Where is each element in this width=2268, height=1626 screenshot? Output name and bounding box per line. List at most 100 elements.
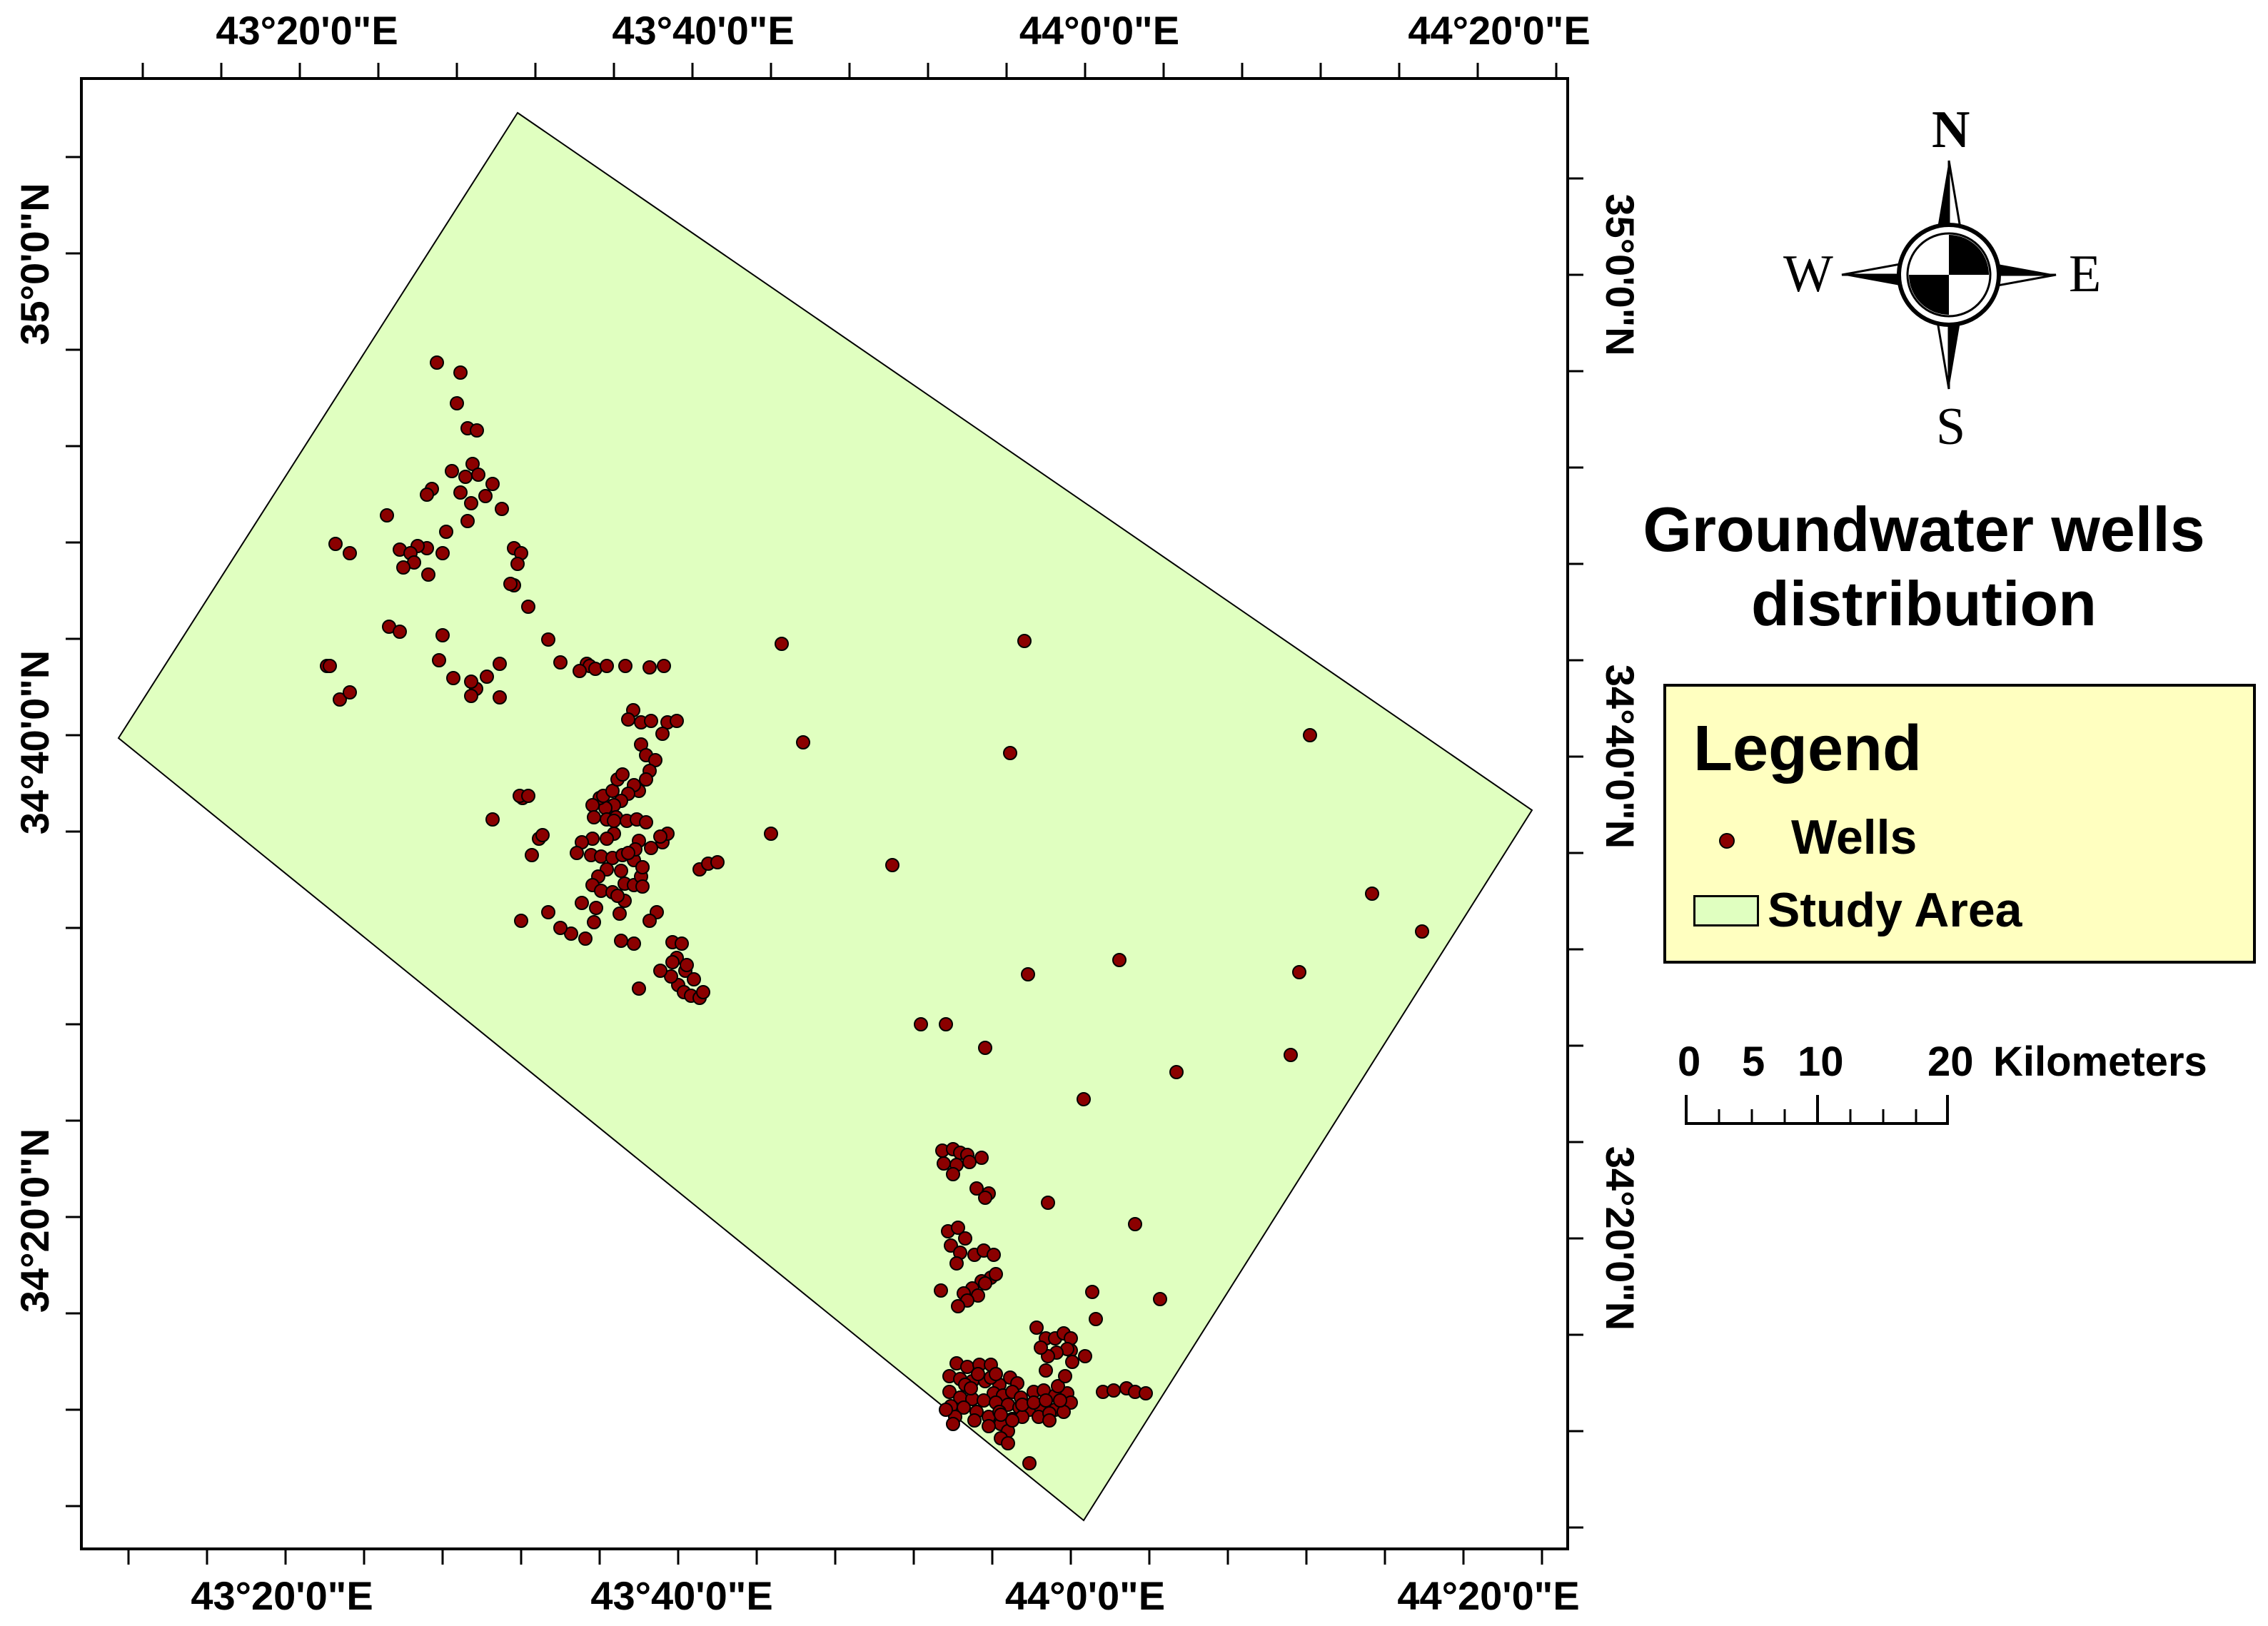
- well-point: [670, 714, 684, 728]
- well-point: [521, 789, 535, 803]
- lon-label-bottom-1: 43°20'0"E: [191, 1573, 373, 1618]
- well-point: [994, 1408, 1008, 1422]
- map-border: [80, 77, 1569, 1550]
- well-point: [1303, 728, 1317, 742]
- well-point: [978, 1041, 992, 1055]
- legend-box: Legend Wells Study Area: [1663, 684, 2256, 964]
- well-point: [949, 1256, 964, 1271]
- well-point: [615, 767, 630, 782]
- north-arrow-icon: [1841, 160, 2057, 390]
- well-point: [541, 632, 555, 647]
- right-ticks: [1568, 177, 1583, 1529]
- compass-north-label: N: [1932, 101, 1970, 159]
- lat-label-right-2: 34°40'0"N: [1598, 665, 1643, 849]
- well-point: [589, 901, 603, 915]
- well-point: [764, 827, 778, 841]
- lat-label-left-3: 34°20'0"N: [12, 1128, 57, 1313]
- well-point: [600, 832, 614, 846]
- well-point: [642, 660, 657, 675]
- bottom-ticks: [127, 1549, 1543, 1565]
- well-point: [1005, 1413, 1019, 1428]
- well-point: [978, 1191, 992, 1205]
- well-point: [710, 855, 725, 869]
- well-point: [657, 659, 671, 673]
- well-point: [614, 864, 628, 878]
- legend-well-symbol: [1719, 833, 1735, 849]
- well-point: [460, 514, 475, 528]
- well-point: [696, 985, 710, 999]
- well-point: [939, 1017, 953, 1031]
- lon-label-bottom-3: 44°0'0"E: [1005, 1573, 1165, 1618]
- well-point: [964, 1381, 978, 1395]
- well-point: [585, 798, 600, 812]
- well-point: [493, 690, 507, 705]
- well-point: [439, 525, 453, 539]
- well-point: [464, 675, 478, 689]
- well-point: [1003, 746, 1017, 760]
- well-point: [485, 477, 500, 491]
- well-point: [958, 1231, 972, 1246]
- well-point: [380, 508, 394, 522]
- well-point: [967, 1413, 982, 1428]
- lat-label-right-3: 34°20'0"N: [1598, 1146, 1643, 1330]
- well-point: [432, 653, 446, 667]
- well-point: [1021, 967, 1035, 981]
- lon-label-top-1: 43°20'0"E: [216, 8, 398, 53]
- compass-west-label: W: [1783, 245, 1833, 303]
- well-point: [1039, 1393, 1053, 1408]
- well-point: [1022, 1456, 1037, 1470]
- scale-bar: [1685, 1095, 1949, 1125]
- well-point: [1284, 1048, 1298, 1062]
- well-point: [607, 814, 621, 828]
- well-point: [937, 1156, 951, 1171]
- well-point: [627, 936, 641, 951]
- well-point: [578, 931, 593, 946]
- well-point: [1027, 1395, 1041, 1410]
- well-point: [680, 958, 694, 972]
- well-point: [951, 1221, 965, 1235]
- well-point: [639, 772, 653, 787]
- well-point: [969, 1181, 984, 1196]
- well-point: [1053, 1393, 1067, 1408]
- well-point: [1034, 1340, 1048, 1355]
- well-point: [393, 625, 407, 639]
- well-point: [478, 489, 493, 503]
- well-point: [464, 689, 478, 703]
- well-point: [1051, 1379, 1065, 1393]
- well-point: [675, 936, 689, 951]
- well-point: [977, 1393, 991, 1408]
- well-point: [644, 714, 658, 728]
- legend-study-area-swatch: [1693, 895, 1759, 926]
- well-point: [493, 657, 507, 671]
- well-point: [939, 1403, 953, 1417]
- well-point: [1017, 634, 1032, 648]
- well-point: [1365, 887, 1379, 901]
- well-point: [1077, 1092, 1091, 1106]
- well-point: [1058, 1369, 1072, 1383]
- well-point: [553, 655, 568, 670]
- well-point: [653, 964, 667, 978]
- scale-label-20: 20: [1927, 1039, 1974, 1085]
- well-point: [639, 815, 653, 829]
- lon-label-top-3: 44°0'0"E: [1019, 8, 1179, 53]
- well-point: [470, 423, 484, 438]
- well-point: [1042, 1413, 1057, 1428]
- well-point: [535, 828, 550, 842]
- well-point: [328, 537, 343, 551]
- well-point: [635, 860, 650, 874]
- well-point: [445, 464, 459, 478]
- well-point: [989, 1267, 1003, 1281]
- well-point: [1015, 1398, 1029, 1412]
- well-point: [644, 841, 658, 855]
- well-point: [435, 628, 450, 642]
- well-point: [635, 879, 650, 894]
- study-area-polygon: [117, 111, 1533, 1522]
- well-point: [421, 567, 435, 582]
- well-point: [446, 671, 460, 685]
- well-point: [951, 1299, 965, 1313]
- well-point: [503, 577, 518, 591]
- well-point: [570, 846, 584, 860]
- well-point: [613, 907, 627, 921]
- well-point: [333, 692, 347, 707]
- well-point: [480, 670, 494, 684]
